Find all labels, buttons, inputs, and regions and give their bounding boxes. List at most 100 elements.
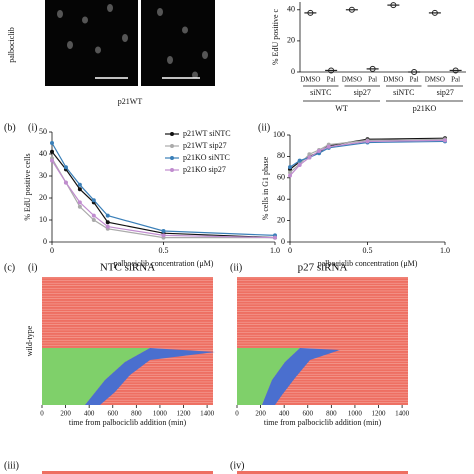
point bbox=[273, 235, 277, 240]
column-label: p21WT bbox=[118, 97, 143, 106]
x-tick-label: DMSO bbox=[342, 76, 362, 84]
x-tick-label: 1400 bbox=[200, 410, 215, 418]
y-tick-label: 40 bbox=[39, 149, 47, 158]
point bbox=[288, 170, 292, 175]
legend-marker bbox=[170, 156, 174, 160]
point bbox=[91, 218, 96, 222]
x-tick-label: 1000 bbox=[153, 410, 168, 418]
point bbox=[50, 141, 54, 145]
x-tick-label: 0.5 bbox=[363, 246, 373, 255]
y-tick-label: 100 bbox=[273, 130, 285, 139]
x-tick-label: Pal bbox=[410, 76, 419, 84]
series-line bbox=[51, 142, 276, 236]
point bbox=[63, 165, 68, 170]
legend-label: p21KO siNTC bbox=[183, 153, 230, 162]
x-tick-label: 1200 bbox=[177, 410, 192, 418]
panel-label: (c) bbox=[4, 262, 15, 273]
x-tick-label: 1400 bbox=[395, 410, 410, 418]
dot bbox=[369, 65, 376, 72]
point bbox=[307, 155, 312, 160]
x-tick-label: 800 bbox=[131, 410, 142, 418]
y-tick-label: 0 bbox=[43, 237, 47, 246]
legend-marker bbox=[170, 168, 174, 172]
series-line bbox=[51, 160, 276, 239]
series-line bbox=[51, 158, 275, 239]
x-axis-label: time from palbociclib addition (min) bbox=[264, 418, 382, 427]
cell-traces bbox=[42, 471, 213, 474]
group-label: siNTC bbox=[393, 88, 414, 97]
point bbox=[161, 233, 166, 238]
x-tick-label: 1000 bbox=[348, 410, 363, 418]
x-tick-label: 0 bbox=[50, 246, 54, 255]
row-label: palbociclib bbox=[7, 27, 16, 63]
point bbox=[50, 149, 54, 154]
legend-label: p21KO sip27 bbox=[183, 165, 226, 174]
x-tick-label: Pal bbox=[368, 76, 377, 84]
micrograph bbox=[141, 0, 215, 86]
s-phase bbox=[262, 348, 340, 405]
panel-label: (i) bbox=[28, 262, 37, 273]
y-axis-label: % EdU positive cells bbox=[23, 153, 32, 220]
x-tick-label: DMSO bbox=[300, 76, 320, 84]
x-tick-label: DMSO bbox=[383, 76, 403, 84]
x-tick-label: 400 bbox=[279, 410, 290, 418]
x-tick-label: 200 bbox=[60, 410, 71, 418]
point bbox=[77, 182, 82, 187]
y-tick-label: 20 bbox=[39, 193, 47, 202]
legend-marker bbox=[170, 144, 174, 148]
point bbox=[288, 173, 292, 178]
g1-phase bbox=[42, 348, 150, 405]
x-tick-label: 600 bbox=[108, 410, 119, 418]
super-label: WT bbox=[335, 104, 348, 113]
y-tick-label: 50 bbox=[39, 127, 47, 136]
x-axis-label: palbociclib concentration (μM) bbox=[114, 259, 214, 268]
s-phase bbox=[85, 348, 215, 405]
row-label: wild-type bbox=[25, 325, 34, 356]
panel-label: (iii) bbox=[4, 460, 19, 471]
dot bbox=[411, 69, 418, 75]
point bbox=[297, 162, 302, 167]
x-tick-label: 0 bbox=[288, 246, 292, 255]
y-tick-label: 20 bbox=[287, 36, 295, 45]
point bbox=[50, 158, 54, 163]
x-tick-label: 0 bbox=[235, 410, 239, 418]
group-label: sip27 bbox=[354, 88, 371, 97]
g1-phase bbox=[237, 348, 300, 405]
nuclei bbox=[57, 4, 208, 79]
x-tick-label: Pal bbox=[451, 76, 460, 84]
point bbox=[365, 139, 370, 144]
y-tick-label: 0 bbox=[291, 67, 295, 76]
cell-traces bbox=[237, 471, 408, 474]
x-tick-label: 400 bbox=[84, 410, 95, 418]
point bbox=[91, 198, 96, 203]
panel-label: (i) bbox=[28, 122, 37, 133]
point bbox=[288, 165, 292, 170]
super-label: p21KO bbox=[413, 104, 437, 113]
y-tick-label: 20 bbox=[277, 215, 285, 224]
dot bbox=[390, 2, 397, 9]
point bbox=[77, 200, 82, 205]
panel-label: (ii) bbox=[258, 122, 270, 133]
y-tick-label: 10 bbox=[39, 215, 47, 224]
point bbox=[326, 144, 331, 149]
dot bbox=[431, 9, 438, 16]
y-axis-label: % cells in G1 phase bbox=[261, 156, 270, 220]
x-tick-label: 600 bbox=[303, 410, 314, 418]
dot bbox=[348, 6, 355, 13]
y-tick-label: 80 bbox=[277, 151, 285, 160]
x-tick-label: 800 bbox=[326, 410, 337, 418]
group-label: siNTC bbox=[310, 88, 331, 97]
point bbox=[105, 220, 110, 225]
chart-title: p27 siRNA bbox=[298, 262, 348, 274]
point bbox=[63, 180, 68, 185]
legend-label: p21WT sip27 bbox=[183, 141, 227, 150]
series-line bbox=[51, 151, 276, 239]
panel-label: (ii) bbox=[230, 262, 242, 273]
x-tick-label: 0 bbox=[40, 410, 44, 418]
panel-label: (b) bbox=[4, 122, 16, 133]
series-line bbox=[289, 139, 446, 177]
x-tick-label: 0.5 bbox=[159, 246, 169, 255]
x-tick-label: 1.0 bbox=[270, 246, 280, 255]
